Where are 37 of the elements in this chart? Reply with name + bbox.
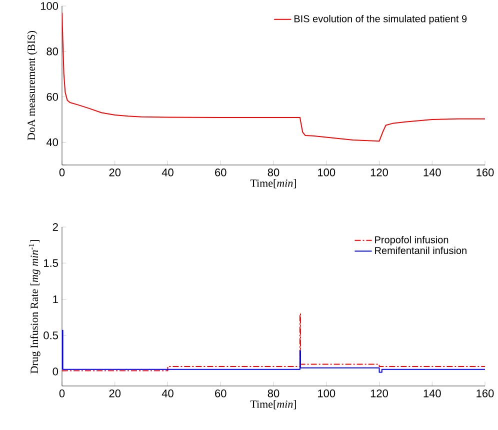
line-series	[62, 313, 485, 372]
x-tick-label: 80	[268, 168, 280, 176]
x-tick-label: 60	[215, 168, 226, 176]
legend-label: Propofol infusion	[375, 236, 448, 246]
x-tick-label: 160	[476, 168, 494, 176]
y-tick-label: 1	[53, 295, 58, 304]
x-tick-label: 100	[318, 390, 336, 398]
x-tick-label: 40	[162, 390, 174, 398]
x-tick-label: 0	[59, 168, 65, 176]
line-series	[62, 330, 485, 373]
y-tick-label: 60	[46, 92, 58, 101]
x-tick-label: 140	[424, 390, 441, 398]
legend-label: BIS evolution of the simulated patient 9	[294, 14, 467, 24]
x-axis-title: Time[min]	[250, 400, 296, 410]
y-tick-label: 80	[46, 48, 58, 56]
y-tick-label: 2	[52, 223, 58, 231]
x-tick-label: 120	[370, 390, 388, 398]
line-series	[62, 12, 485, 142]
y-axis-title: DoA measurement (BIS)	[27, 30, 38, 140]
x-tick-label: 0	[59, 390, 65, 398]
x-tick-label: 20	[109, 390, 121, 398]
y-tick-label: 100	[40, 2, 58, 10]
x-tick-label: 80	[268, 390, 280, 398]
x-tick-label: 120	[370, 168, 388, 176]
legend-label: Remifentanil infusion	[375, 246, 466, 254]
y-axis-title: Drug Infusion Rate [mg min$^{-1}$]	[28, 240, 40, 374]
x-tick-label: 140	[424, 168, 441, 176]
x-axis-title: Time[min]	[250, 179, 296, 188]
x-tick-label: 20	[109, 168, 121, 176]
y-tick-label: 0.5	[44, 332, 58, 340]
x-tick-label: 100	[318, 168, 336, 176]
y-tick-label: 0	[52, 368, 58, 376]
x-tick-label: 60	[215, 390, 226, 398]
x-tick-label: 40	[162, 168, 174, 176]
x-tick-label: 160	[476, 390, 494, 398]
y-tick-label: 40	[46, 138, 58, 146]
y-tick-label: 1.5	[44, 259, 58, 267]
